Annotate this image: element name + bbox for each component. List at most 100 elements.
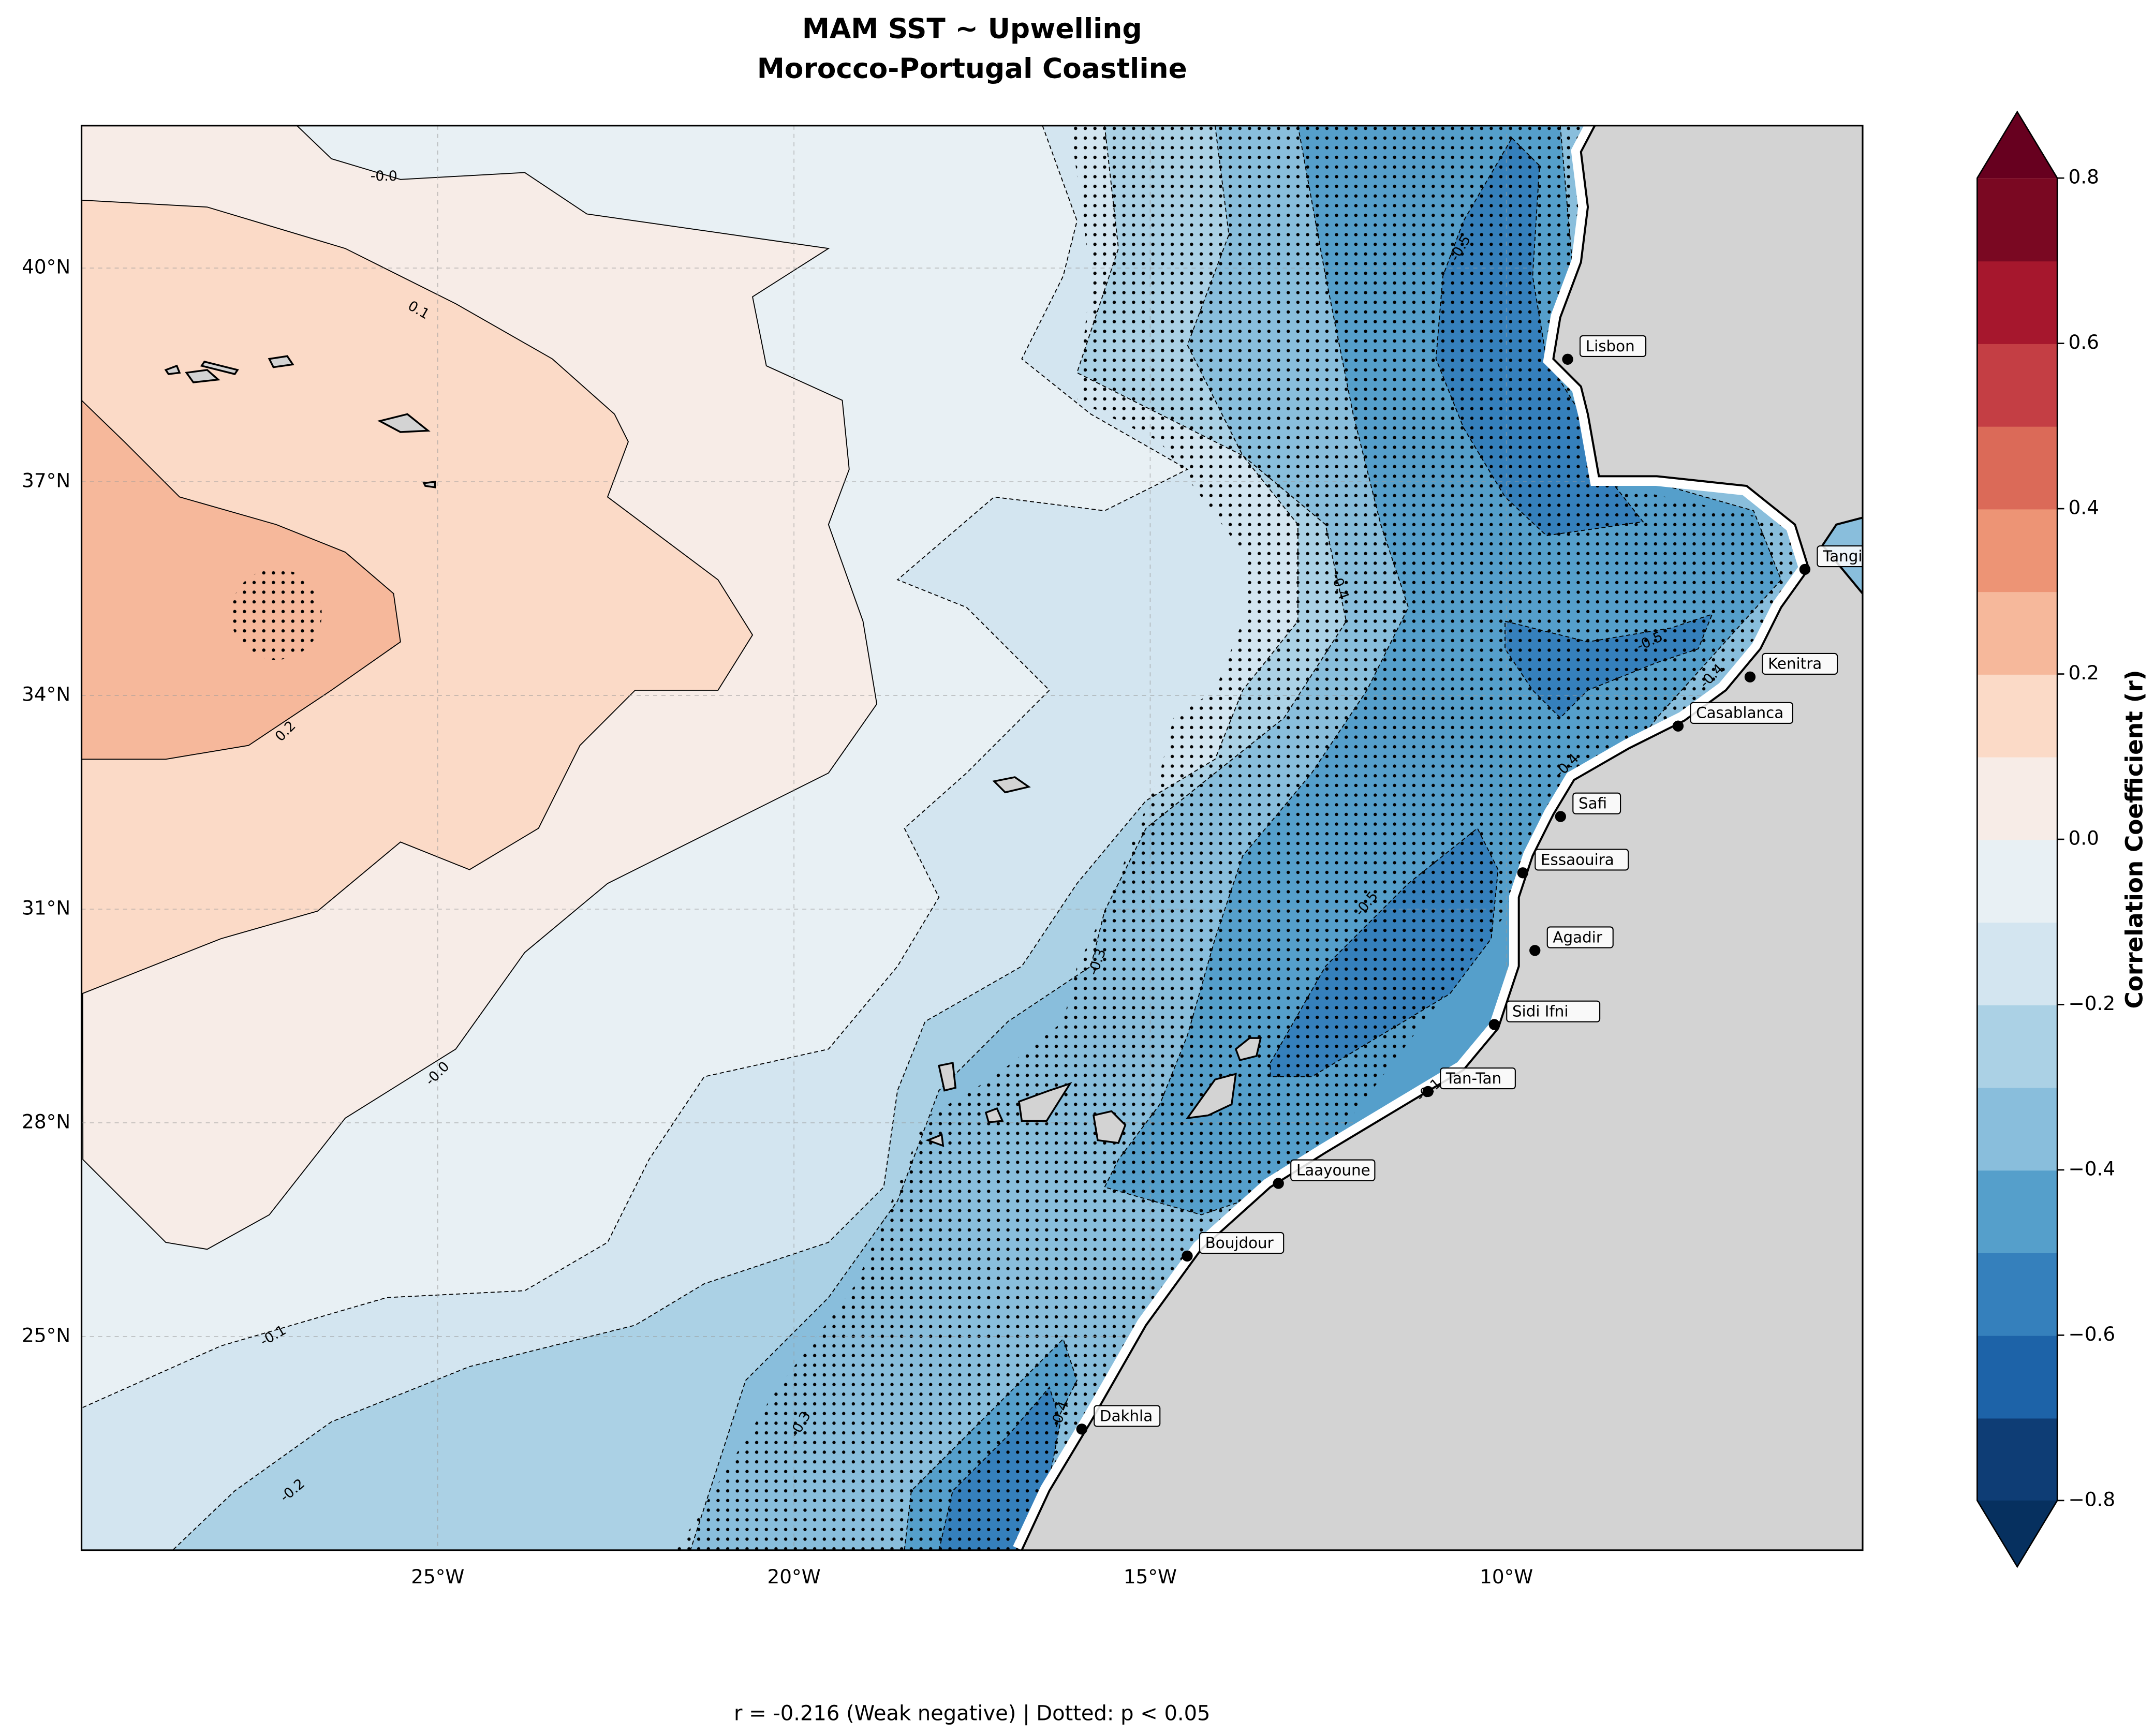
land bbox=[1022, 125, 1863, 1550]
colorbar-tick-label: 0.0 bbox=[2068, 827, 2099, 850]
coastline bbox=[1021, 125, 1810, 1550]
city-label-box bbox=[1440, 1067, 1516, 1090]
island bbox=[1018, 1082, 1072, 1122]
city-label: Safi bbox=[1578, 795, 1607, 812]
city-label: Kenitra bbox=[1768, 655, 1822, 673]
city-label: Sidi Ifni bbox=[1512, 1002, 1569, 1020]
colorbar-band bbox=[1977, 1335, 2058, 1419]
island bbox=[377, 413, 431, 433]
island bbox=[925, 1133, 945, 1147]
city-marker bbox=[1422, 1086, 1434, 1097]
city-marker bbox=[1517, 867, 1529, 879]
colorbar-label: Correlation Coefficient (r) bbox=[2121, 670, 2148, 1009]
city-label: Casablanca bbox=[1696, 704, 1783, 722]
city-marker bbox=[1529, 945, 1541, 956]
island bbox=[164, 364, 181, 375]
colorbar-tick-label: −0.6 bbox=[2068, 1323, 2115, 1345]
colorbar-tick-label: 0.8 bbox=[2068, 166, 2099, 188]
colorbar-extend-high bbox=[1977, 112, 2058, 179]
city-marker bbox=[1488, 1019, 1500, 1030]
island bbox=[992, 776, 1031, 794]
colorbar-extend-low bbox=[1977, 1500, 2058, 1567]
island bbox=[1093, 1110, 1127, 1144]
island bbox=[422, 481, 436, 488]
city-label-box bbox=[1817, 545, 1863, 568]
colorbar-tick-label: 0.6 bbox=[2068, 331, 2099, 353]
x-tick-label: 25°W bbox=[411, 1565, 464, 1588]
city-marker bbox=[1182, 1250, 1193, 1262]
colorbar-band bbox=[1977, 1169, 2058, 1254]
colorbar-band bbox=[1977, 922, 2058, 1005]
x-tick-label: 20°W bbox=[768, 1565, 821, 1588]
city-marker bbox=[1799, 563, 1811, 575]
city-label-box bbox=[1290, 1159, 1376, 1181]
city-label: Boujdour bbox=[1205, 1234, 1274, 1252]
title: MAM SST ~ Upwelling bbox=[802, 12, 1142, 44]
colorbar-band bbox=[1977, 426, 2058, 510]
colorbar-band bbox=[1977, 1004, 2058, 1088]
y-tick-label: 34°N bbox=[22, 683, 70, 706]
city-label-box bbox=[1535, 849, 1629, 871]
city-label: Agadir bbox=[1553, 928, 1602, 946]
y-tick-label: 28°N bbox=[22, 1110, 70, 1133]
city-label-box bbox=[1690, 702, 1793, 724]
coastline bbox=[1821, 516, 1863, 595]
contour-label: -0.0 bbox=[371, 168, 397, 184]
colorbar-band bbox=[1977, 1418, 2058, 1502]
city-marker bbox=[1672, 720, 1684, 732]
colorbar-tick-label: −0.8 bbox=[2068, 1488, 2115, 1510]
colorbar-band bbox=[1977, 343, 2058, 427]
city-marker bbox=[1555, 811, 1566, 822]
city-label: Dakhla bbox=[1100, 1407, 1153, 1425]
x-tick-label: 10°W bbox=[1480, 1565, 1533, 1588]
y-tick-label: 40°N bbox=[22, 256, 70, 278]
city-label-box bbox=[1546, 926, 1614, 948]
city-label-box bbox=[1199, 1231, 1285, 1254]
city-label-box bbox=[1580, 335, 1647, 358]
city-label-box bbox=[1572, 792, 1621, 814]
map-frame bbox=[80, 125, 1864, 1551]
colorbar-tick-label: 0.2 bbox=[2068, 661, 2099, 684]
footer: r = -0.216 (Weak negative) | Dotted: p <… bbox=[734, 1701, 1211, 1725]
contour-region bbox=[81, 399, 401, 760]
island bbox=[1185, 1073, 1237, 1120]
y-tick-label: 31°N bbox=[22, 896, 70, 919]
island bbox=[984, 1107, 1004, 1123]
city-marker bbox=[1076, 1423, 1087, 1435]
colorbar-band bbox=[1977, 1252, 2058, 1336]
contour-region bbox=[81, 199, 754, 995]
colorbar-band bbox=[1977, 674, 2058, 758]
colorbar-band bbox=[1977, 260, 2058, 344]
colorbar-band bbox=[1977, 756, 2058, 840]
city-marker bbox=[1744, 671, 1756, 682]
city-marker bbox=[1562, 353, 1573, 365]
colorbar-band bbox=[1977, 178, 2058, 262]
city-label: Tan-Tan bbox=[1445, 1070, 1501, 1087]
y-tick-label: 25°N bbox=[22, 1324, 70, 1346]
island bbox=[268, 355, 294, 368]
island bbox=[200, 360, 239, 375]
x-tick-label: 15°W bbox=[1124, 1565, 1177, 1588]
colorbar-band bbox=[1977, 1087, 2058, 1171]
island bbox=[938, 1062, 957, 1092]
colorbar-band bbox=[1977, 591, 2058, 675]
city-label: Essaouira bbox=[1541, 851, 1614, 868]
colorbar-tick-label: −0.2 bbox=[2068, 992, 2115, 1015]
city-label-box bbox=[1506, 1000, 1601, 1022]
island bbox=[1234, 1037, 1262, 1061]
island bbox=[185, 369, 220, 383]
overlay: 25°W 20°W 15°W 10°W 25°N 28°N 31°N 34°N 37°N 40°N… bbox=[22, 110, 2148, 1588]
y-tick-label: 37°N bbox=[22, 469, 70, 492]
colorbar-tick-label: 0.4 bbox=[2068, 496, 2099, 519]
city-label: Tangier bbox=[1822, 547, 1878, 565]
city-marker bbox=[1273, 1178, 1284, 1189]
stipple bbox=[230, 569, 322, 660]
subtitle: Morocco-Portugal Coastline bbox=[757, 52, 1187, 85]
map-area: -0.00.10.2-0.0-0.1-0.2-0.3-0.3-0.4-0.4-0… bbox=[81, 125, 1878, 1550]
colorbar-tick-label: −0.4 bbox=[2068, 1157, 2115, 1180]
city-label: Lisbon bbox=[1586, 337, 1635, 355]
city-label-box bbox=[1762, 652, 1838, 675]
city-label: Laayoune bbox=[1296, 1161, 1370, 1179]
colorbar-band bbox=[1977, 509, 2058, 592]
